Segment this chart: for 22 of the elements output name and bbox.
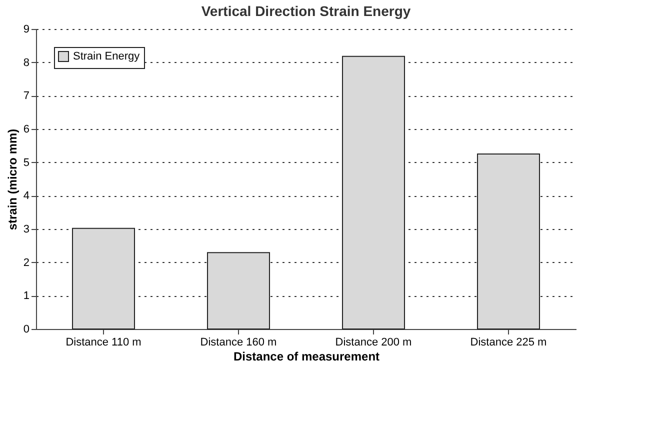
y-tick-label: 8 [23, 56, 30, 69]
x-axis-title: Distance of measurement [233, 350, 380, 364]
x-tick-label: Distance 160 m [200, 336, 277, 348]
bar [72, 228, 135, 330]
chart-title: Vertical Direction Strain Energy [201, 3, 411, 19]
y-axis-title: strain (micro mm) [5, 128, 20, 230]
y-tick-label: 7 [23, 90, 30, 102]
legend-label: Strain Energy [73, 50, 140, 62]
bar [342, 56, 405, 330]
y-tick-label: 0 [23, 324, 30, 336]
y-tick-label: 2 [23, 256, 30, 269]
x-tick-label: Distance 110 m [66, 336, 142, 348]
x-tick-label: Distance 225 m [470, 336, 547, 348]
y-tick-label: 4 [23, 190, 30, 202]
bar [207, 252, 270, 330]
y-tick-label: 5 [23, 156, 30, 169]
y-tick-label: 9 [23, 24, 30, 36]
y-tick-label: 1 [23, 290, 30, 302]
y-tick-label: 6 [23, 124, 30, 136]
y-tick-label: 3 [23, 224, 30, 236]
bar [477, 154, 540, 330]
x-tick-label: Distance 200 m [335, 336, 412, 348]
